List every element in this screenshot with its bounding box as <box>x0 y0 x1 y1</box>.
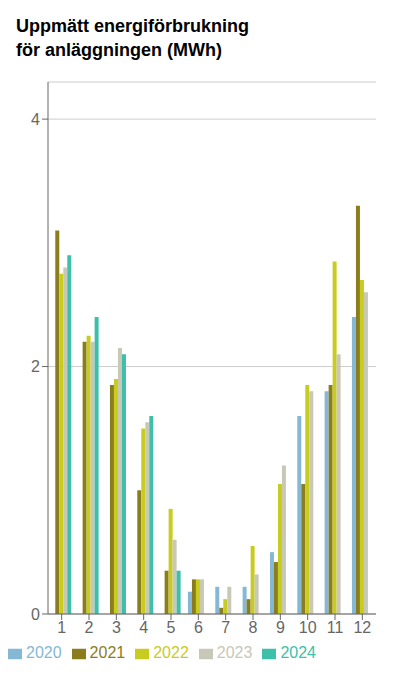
svg-text:8: 8 <box>249 619 258 636</box>
svg-text:2: 2 <box>31 358 40 375</box>
html-text:2020: 2020 <box>26 644 62 661</box>
html-text:2022: 2022 <box>153 644 189 661</box>
svg-text:3: 3 <box>112 619 121 636</box>
html-text:Uppmätt energiförbrukning: Uppmätt energiförbrukning <box>16 16 249 36</box>
svg-text:12: 12 <box>353 619 371 636</box>
svg-text:0: 0 <box>31 606 40 623</box>
svg-text:11: 11 <box>327 619 344 636</box>
svg-text:6: 6 <box>194 619 203 636</box>
svg-text:2: 2 <box>85 619 94 636</box>
svg-text:4: 4 <box>139 619 148 636</box>
svg-text:9: 9 <box>276 619 285 636</box>
svg-text:4: 4 <box>31 111 40 128</box>
svg-text:5: 5 <box>167 619 176 636</box>
html-text:2021: 2021 <box>89 644 126 661</box>
html-text:2024: 2024 <box>280 644 316 661</box>
svg-text:7: 7 <box>221 619 230 636</box>
svg-text:10: 10 <box>299 619 317 636</box>
html-text:2023: 2023 <box>216 644 253 661</box>
html-text:för anläggningen (MWh): för anläggningen (MWh) <box>16 40 222 60</box>
svg-text:1: 1 <box>57 619 66 636</box>
